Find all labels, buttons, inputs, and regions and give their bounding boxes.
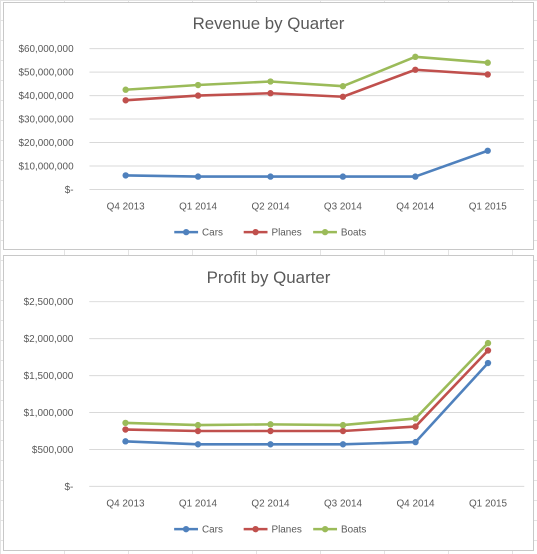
profit-point-planes[interactable] (122, 426, 129, 433)
revenue-point-planes[interactable] (194, 92, 202, 99)
revenue-legend-item-planes[interactable]: Planes (243, 228, 302, 239)
revenue-point-cars[interactable] (122, 172, 129, 179)
revenue-chart-svg: Revenue by Quarter $- $10,000,000 $20,000,0… (18, 14, 524, 239)
profit-legend-marker-cars (182, 525, 190, 533)
revenue-point-cars[interactable] (194, 173, 202, 180)
profit-chart-svg: Profit by Quarter $- $500,000 $1,000,000 $1,… (24, 268, 525, 536)
revenue-chart[interactable]: Revenue by Quarter $- $10,000,000 $20,000,0… (3, 2, 534, 250)
profit-point-boats[interactable] (339, 421, 347, 429)
profit-y-tick-label: $2,000,000 (24, 334, 74, 345)
profit-x-tick-label: Q4 2014 (396, 498, 435, 509)
revenue-legend-item-boats[interactable]: Boats (313, 228, 366, 239)
revenue-x-tick-label: Q3 2014 (324, 201, 362, 212)
revenue-point-cars[interactable] (339, 173, 347, 180)
profit-x-tick-label: Q1 2015 (469, 498, 508, 509)
profit-legend-label-cars: Cars (202, 525, 223, 536)
revenue-point-boats[interactable] (412, 53, 419, 61)
revenue-point-cars[interactable] (412, 173, 419, 180)
revenue-point-planes[interactable] (412, 66, 419, 73)
revenue-x-tick-label: Q1 2015 (469, 201, 507, 212)
profit-chart[interactable]: Profit by Quarter $- $500,000 $1,000,000 $1,… (3, 255, 534, 551)
revenue-point-boats[interactable] (122, 86, 129, 93)
revenue-point-planes[interactable] (484, 71, 491, 78)
revenue-x-tick-label: Q4 2013 (107, 201, 145, 212)
profit-series-line-cars[interactable] (124, 361, 490, 446)
profit-point-cars[interactable] (194, 441, 202, 448)
profit-legend-marker-boats (321, 525, 329, 533)
profit-y-tick-label: $1,500,000 (24, 371, 74, 382)
profit-y-tick-label: $500,000 (32, 445, 74, 456)
profit-legend-label-boats: Boats (341, 525, 366, 536)
profit-point-planes[interactable] (194, 427, 202, 435)
revenue-point-boats[interactable] (267, 78, 274, 85)
profit-legend-item-boats[interactable]: Boats (313, 525, 366, 536)
profit-point-cars[interactable] (412, 438, 419, 446)
profit-point-boats[interactable] (122, 419, 129, 427)
revenue-series-line-planes[interactable] (124, 68, 490, 102)
revenue-point-cars[interactable] (267, 173, 274, 180)
revenue-legend-label-boats: Boats (341, 228, 366, 239)
revenue-point-boats[interactable] (339, 83, 347, 90)
revenue-legend-marker-boats (321, 228, 329, 236)
profit-y-tick-label: $- (64, 482, 73, 493)
revenue-point-boats[interactable] (194, 81, 202, 89)
revenue-legend-item-cars[interactable]: Cars (174, 228, 223, 239)
profit-point-boats[interactable] (412, 415, 419, 422)
revenue-x-tick-label: Q1 2014 (179, 201, 217, 212)
revenue-x-tick-label: Q4 2014 (396, 201, 434, 212)
profit-legend-item-planes[interactable]: Planes (243, 525, 302, 536)
profit-point-cars[interactable] (339, 441, 347, 448)
profit-legend-item-cars[interactable]: Cars (174, 525, 223, 536)
revenue-legend-label-planes: Planes (271, 228, 301, 239)
profit-legend-label-planes: Planes (271, 525, 301, 536)
revenue-y-tick-label: $60,000,000 (18, 44, 74, 55)
revenue-y-tick-label: $50,000,000 (18, 68, 74, 79)
revenue-y-tick-label: $10,000,000 (18, 161, 74, 172)
revenue-y-tick-label: $- (65, 185, 74, 196)
profit-point-planes[interactable] (484, 347, 492, 354)
profit-legend-marker-planes (252, 525, 259, 533)
profit-x-tick-label: Q3 2014 (324, 498, 363, 509)
revenue-point-cars[interactable] (484, 147, 491, 154)
profit-point-planes[interactable] (339, 427, 347, 435)
profit-chart-title: Profit by Quarter (207, 268, 331, 287)
revenue-chart-title: Revenue by Quarter (193, 14, 345, 33)
revenue-point-boats[interactable] (484, 59, 491, 66)
profit-point-cars[interactable] (267, 441, 274, 448)
profit-x-tick-label: Q2 2014 (251, 498, 290, 509)
revenue-series-line-cars[interactable] (124, 149, 490, 178)
profit-point-planes[interactable] (267, 427, 274, 435)
profit-series-line-boats[interactable] (124, 341, 490, 427)
revenue-legend-marker-cars (182, 228, 190, 236)
revenue-point-planes[interactable] (339, 93, 347, 100)
profit-point-planes[interactable] (412, 423, 419, 430)
profit-point-boats[interactable] (484, 339, 492, 347)
revenue-y-tick-label: $40,000,000 (18, 91, 74, 102)
profit-y-tick-label: $2,500,000 (24, 297, 74, 308)
profit-x-tick-label: Q1 2014 (179, 498, 218, 509)
revenue-x-tick-label: Q2 2014 (251, 201, 289, 212)
revenue-series-line-boats[interactable] (124, 55, 490, 92)
profit-point-cars[interactable] (122, 438, 129, 445)
profit-x-tick-label: Q4 2013 (106, 498, 145, 509)
profit-point-boats[interactable] (267, 421, 274, 428)
revenue-point-planes[interactable] (122, 97, 129, 104)
revenue-y-tick-label: $30,000,000 (18, 115, 74, 126)
profit-point-boats[interactable] (194, 421, 202, 429)
revenue-point-planes[interactable] (267, 90, 274, 97)
revenue-legend-label-cars: Cars (202, 228, 223, 239)
profit-y-tick-label: $1,000,000 (24, 408, 74, 419)
profit-point-cars[interactable] (484, 359, 492, 367)
profit-series-line-planes[interactable] (124, 349, 490, 433)
revenue-legend-marker-planes (252, 228, 259, 236)
revenue-y-tick-label: $20,000,000 (18, 138, 74, 149)
